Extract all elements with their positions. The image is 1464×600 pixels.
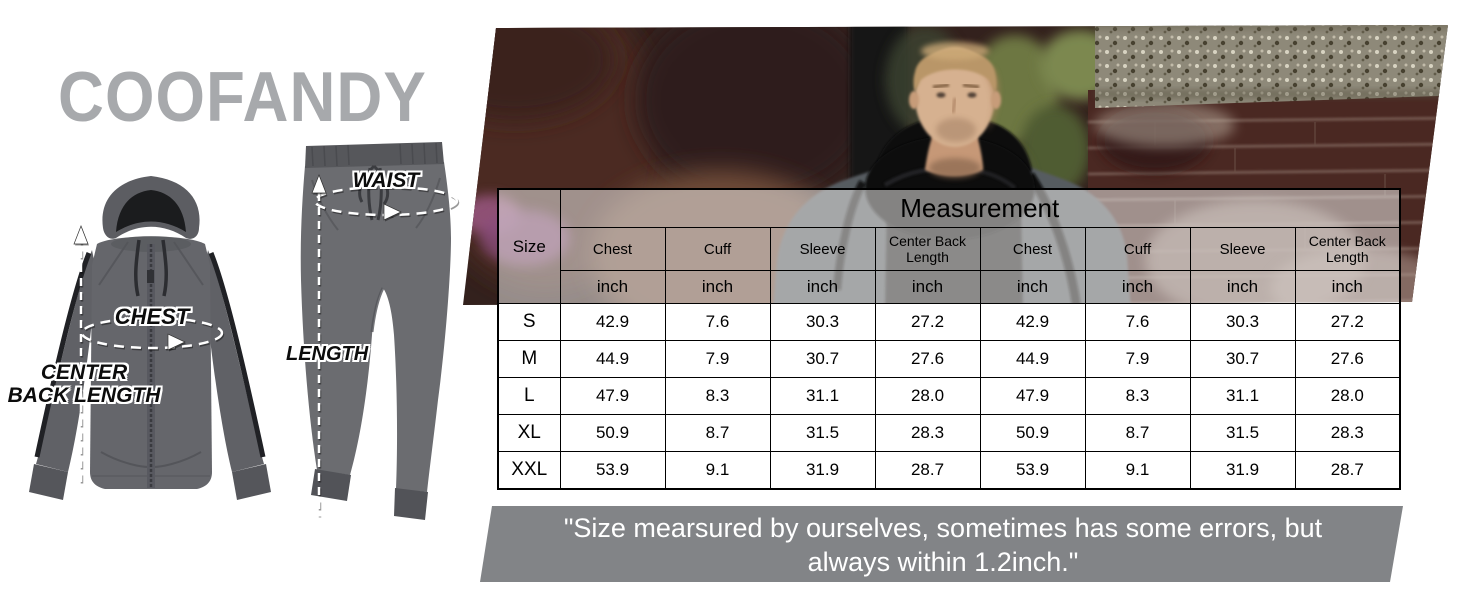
unit-cell: inch [769, 270, 876, 304]
jacket-illustration [29, 176, 271, 500]
table-cell: 28.0 [874, 377, 981, 415]
table-cell: 42.9 [559, 303, 666, 341]
unit-cell: inch [979, 270, 1086, 304]
pants-illustration [300, 142, 451, 520]
table-cell: 31.9 [769, 451, 876, 490]
table-cell: 28.7 [1294, 451, 1401, 490]
table-cell: 28.7 [874, 451, 981, 490]
pants-waistband [305, 142, 444, 168]
size-column-header: Size [497, 188, 561, 304]
table-cell: 31.5 [769, 414, 876, 452]
table-cell: 50.9 [559, 414, 666, 452]
table-cell: 53.9 [559, 451, 666, 490]
table-cell: 30.3 [1189, 303, 1296, 341]
size-label: M [497, 340, 561, 378]
table-cell: 28.3 [1294, 414, 1401, 452]
table-cell: 8.3 [1084, 377, 1191, 415]
column-header: Chest [559, 227, 666, 271]
column-header: Sleeve [1189, 227, 1296, 271]
table-cell: 28.0 [1294, 377, 1401, 415]
table-cell: 7.6 [664, 303, 771, 341]
table-cell: 27.2 [874, 303, 981, 341]
table-cell: 7.9 [1084, 340, 1191, 378]
center-back-length-label-line2: BACK LENGTH [7, 384, 161, 407]
table-cell: 30.7 [769, 340, 876, 378]
center-back-length-label-line1: CENTER [40, 361, 128, 384]
chest-arrow-icon [167, 333, 186, 351]
table-cell: 7.9 [664, 340, 771, 378]
waist-arrow-icon [383, 203, 402, 221]
table-cell: 42.9 [979, 303, 1086, 341]
table-cell: 53.9 [979, 451, 1086, 490]
size-label: XXL [497, 451, 561, 490]
column-header: Center Back Length [874, 227, 981, 271]
table-cell: 8.3 [664, 377, 771, 415]
table-cell: 9.1 [1084, 451, 1191, 490]
table-cell: 31.1 [769, 377, 876, 415]
column-header: Sleeve [769, 227, 876, 271]
length-arrow-icon [311, 174, 327, 194]
table-row: XXL 53.9 9.1 31.9 28.7 53.9 9.1 31.9 28.… [497, 451, 1401, 490]
measurement-table: Size Measurement Chest Cuff Sleeve Cente… [497, 188, 1401, 490]
column-header: Cuff [1084, 227, 1191, 271]
table-row: S 42.9 7.6 30.3 27.2 42.9 7.6 30.3 27.2 [497, 303, 1401, 341]
table-cell: 27.2 [1294, 303, 1401, 341]
table-cell: 27.6 [1294, 340, 1401, 378]
table-row: L 47.9 8.3 31.1 28.0 47.9 8.3 31.1 28.0 [497, 377, 1401, 415]
table-cell: 44.9 [979, 340, 1086, 378]
unit-cell: inch [559, 270, 666, 304]
chest-guide-ellipse [80, 316, 224, 350]
model-hair [913, 49, 997, 92]
table-cell: 8.7 [1084, 414, 1191, 452]
table-cell: 28.3 [874, 414, 981, 452]
stone-block [1095, 25, 1448, 108]
jacket-drawstring [134, 239, 141, 297]
chest-label: CHEST [114, 304, 190, 329]
unit-cell: inch [1189, 270, 1296, 304]
size-label: L [497, 377, 561, 415]
table-cell: 50.9 [979, 414, 1086, 452]
column-header: Center Back Length [1294, 227, 1401, 271]
center-back-length-label: CENTER BACK LENGTH [2, 361, 166, 407]
table-cell: 7.6 [1084, 303, 1191, 341]
table-cell: 30.7 [1189, 340, 1296, 378]
unit-cell: inch [874, 270, 981, 304]
unit-cell: inch [1294, 270, 1401, 304]
table-cell: 27.6 [874, 340, 981, 378]
table-row: XL 50.9 8.7 31.5 28.3 50.9 8.7 31.5 28.3 [497, 414, 1401, 452]
table-cell: 8.7 [664, 414, 771, 452]
size-label: S [497, 303, 561, 341]
table-cell: 31.5 [1189, 414, 1296, 452]
length-label: LENGTH [286, 343, 369, 365]
table-cell: 31.9 [1189, 451, 1296, 490]
waist-label: WAIST [352, 169, 420, 192]
brand-logo: COOFANDY [58, 57, 427, 137]
table-cell: 31.1 [1189, 377, 1296, 415]
table-title: Measurement [559, 188, 1401, 228]
table-cell: 30.3 [769, 303, 876, 341]
measurement-guides [73, 174, 460, 518]
table-cell: 47.9 [559, 377, 666, 415]
garment-illustrations [29, 142, 460, 520]
footer-note-line1: "Size mearsured by ourselves, sometimes … [563, 513, 1323, 543]
table-cell: 47.9 [979, 377, 1086, 415]
unit-cell: inch [664, 270, 771, 304]
column-header: Cuff [664, 227, 771, 271]
footer-note-banner: "Size mearsured by ourselves, sometimes … [480, 506, 1403, 582]
table-row: M 44.9 7.9 30.7 27.6 44.9 7.9 30.7 27.6 [497, 340, 1401, 378]
center-back-length-arrow-icon [73, 225, 89, 245]
size-label: XL [497, 414, 561, 452]
column-header: Chest [979, 227, 1086, 271]
unit-cell: inch [1084, 270, 1191, 304]
footer-note-line2: always within 1.2inch." [807, 547, 1079, 577]
table-cell: 44.9 [559, 340, 666, 378]
table-cell: 9.1 [664, 451, 771, 490]
